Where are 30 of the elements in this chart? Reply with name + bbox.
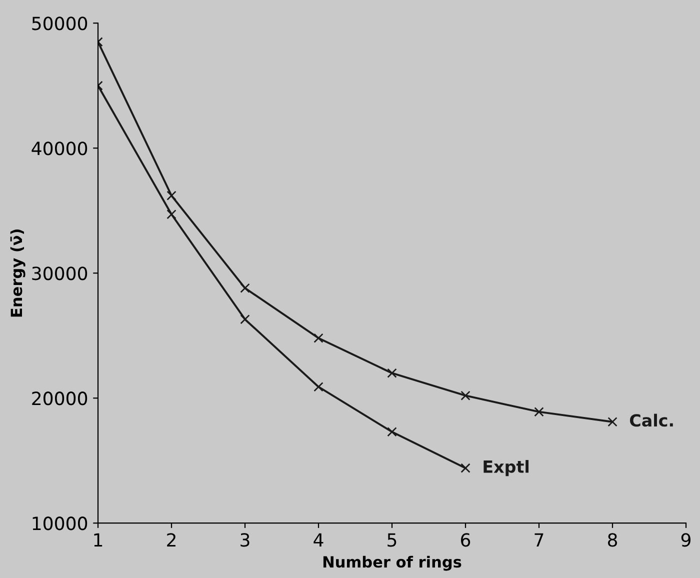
point xyxy=(534,406,544,417)
x-tick-label: 9 xyxy=(681,533,690,547)
point xyxy=(166,209,176,220)
x-tick-label: 5 xyxy=(388,533,396,547)
x-tick-label: 7 xyxy=(534,533,544,547)
x-tick-label: 4 xyxy=(314,533,324,547)
point xyxy=(314,382,324,392)
x-axis-title: Number of rings xyxy=(323,556,462,571)
x-tick-label: 1 xyxy=(94,533,102,547)
y-axis-title: Energy (ν̄) xyxy=(10,230,26,317)
point xyxy=(314,333,324,343)
point xyxy=(387,368,397,378)
x-tick-label: 2 xyxy=(167,533,176,547)
point xyxy=(460,390,470,400)
point xyxy=(608,416,618,427)
point xyxy=(387,426,397,437)
y-tick-label: 40000 xyxy=(32,142,88,156)
y-tick-label: 30000 xyxy=(32,266,88,280)
y-tick-label: 20000 xyxy=(32,392,88,406)
y-tick-label: 10000 xyxy=(32,516,88,530)
y-tick-label: 50000 xyxy=(32,16,88,30)
point xyxy=(460,463,470,473)
x-tick-label: 3 xyxy=(240,533,250,547)
series-label: Exptl xyxy=(484,460,529,476)
series-label: Calc. xyxy=(630,414,673,427)
point xyxy=(240,283,250,293)
point xyxy=(240,314,250,324)
x-tick-label: 8 xyxy=(608,533,618,547)
x-tick-label: 6 xyxy=(461,533,470,547)
point xyxy=(166,190,176,200)
